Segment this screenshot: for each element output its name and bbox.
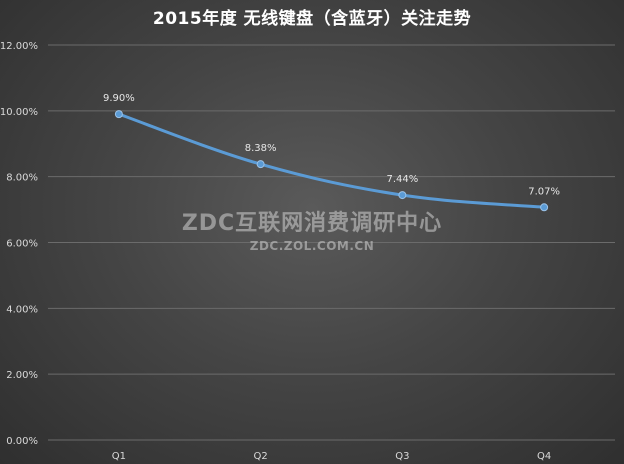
data-label: 7.44%	[386, 174, 418, 185]
chart-title: 2015年度 无线键盘（含蓝牙）关注走势	[152, 9, 472, 29]
grid-lines	[48, 44, 615, 441]
data-label: 7.07%	[528, 186, 560, 197]
y-tick-label: 8.00%	[6, 173, 38, 184]
data-point	[540, 203, 549, 212]
data-point	[398, 191, 407, 200]
y-tick-label: 6.00%	[6, 239, 38, 250]
data-labels: 9.90% 8.38% 7.44% 7.07%	[103, 93, 560, 197]
data-label: 8.38%	[245, 143, 277, 154]
y-tick-label: 12.00%	[0, 41, 38, 52]
x-tick-label: Q3	[395, 451, 409, 462]
y-tick-label: 0.00%	[6, 436, 38, 447]
y-tick-label: 10.00%	[0, 107, 38, 118]
data-point	[256, 160, 265, 169]
y-tick-label: 2.00%	[6, 370, 38, 381]
y-axis-tick-labels: 0.00% 2.00% 4.00% 6.00% 8.00% 10.00% 12.00%	[0, 41, 38, 447]
data-point	[114, 110, 123, 119]
data-points	[114, 110, 549, 212]
x-tick-label: Q2	[254, 451, 268, 462]
x-axis-tick-labels: Q1 Q2 Q3 Q4	[112, 451, 551, 462]
x-tick-label: Q1	[112, 451, 126, 462]
x-tick-label: Q4	[537, 451, 551, 462]
series-line	[117, 112, 546, 209]
y-tick-label: 4.00%	[6, 304, 38, 315]
data-label: 9.90%	[103, 93, 135, 104]
